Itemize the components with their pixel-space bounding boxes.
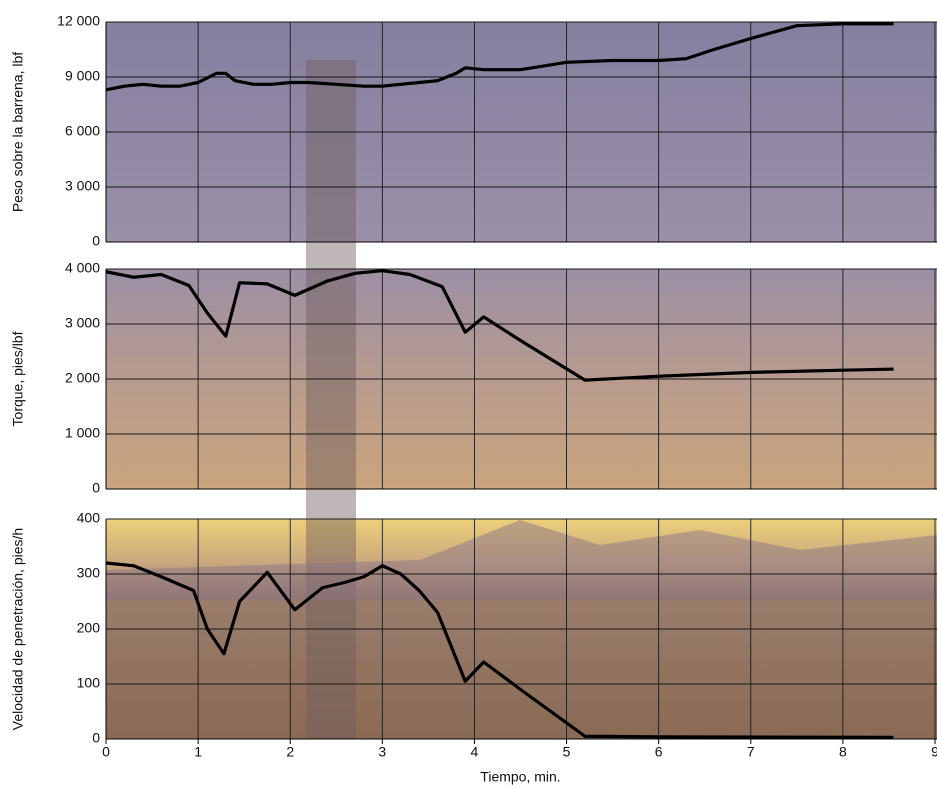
y-tick-label: 100 xyxy=(77,675,101,691)
tower-silhouette xyxy=(306,60,356,739)
y-axis-title: Peso sobre la barrena, lbf xyxy=(10,52,26,212)
y-tick-label: 6 000 xyxy=(65,123,100,139)
y-tick-label: 1 000 xyxy=(65,425,100,441)
y-tick-label: 400 xyxy=(77,510,101,526)
x-tick-label: 6 xyxy=(655,744,663,760)
y-axis-title: Torque, pies/lbf xyxy=(10,331,26,426)
y-tick-label: 200 xyxy=(77,620,101,636)
x-tick-label: 4 xyxy=(471,744,479,760)
x-tick-label: 8 xyxy=(839,744,847,760)
y-tick-label: 9 000 xyxy=(65,68,100,84)
y-tick-label: 0 xyxy=(92,730,100,746)
x-tick-label: 2 xyxy=(286,744,294,760)
page: {"chart_data": [ {"type": "line", "ylabe… xyxy=(0,0,937,789)
y-tick-label: 0 xyxy=(92,480,100,496)
y-tick-label: 0 xyxy=(92,233,100,249)
x-axis-title: Tiempo, min. xyxy=(480,769,560,785)
x-tick-label: 0 xyxy=(102,744,110,760)
x-tick-label: 5 xyxy=(563,744,571,760)
chart: 03 0006 0009 00012 000Peso sobre la barr… xyxy=(0,0,937,789)
y-axis-title: Velocidad de penetración, pies/h xyxy=(10,528,26,730)
y-tick-label: 3 000 xyxy=(65,315,100,331)
y-tick-label: 2 000 xyxy=(65,370,100,386)
y-tick-label: 300 xyxy=(77,565,101,581)
y-tick-label: 3 000 xyxy=(65,178,100,194)
x-tick-label: 3 xyxy=(378,744,386,760)
y-tick-label: 4 000 xyxy=(65,260,100,276)
x-tick-label: 7 xyxy=(747,744,755,760)
x-tick-label: 9 xyxy=(931,744,937,760)
x-tick-label: 1 xyxy=(194,744,202,760)
y-tick-label: 12 000 xyxy=(57,13,100,29)
